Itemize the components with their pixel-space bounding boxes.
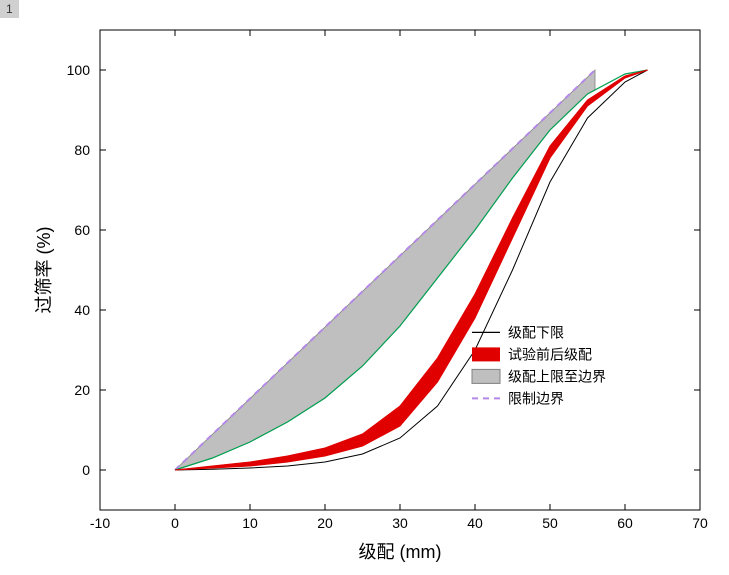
- x-tick-label: 20: [317, 515, 333, 531]
- corner-index-badge: 1: [0, 0, 19, 18]
- x-tick-label: 10: [242, 515, 258, 531]
- legend-item-label: 限制边界: [508, 390, 564, 406]
- legend-item-label: 级配下限: [508, 324, 564, 340]
- chart-svg: -10 0 10 20 30 40 50 60 70 0 20 40 60 80 100 级配 (mm) 过筛率…: [20, 10, 720, 570]
- x-tick-label: 30: [392, 515, 408, 531]
- gradation-chart: -10 0 10 20 30 40 50 60 70 0 20 40 60 80 100 级配 (mm) 过筛率…: [20, 10, 720, 570]
- y-tick-label: 60: [74, 222, 90, 238]
- x-axis-label: 级配 (mm): [359, 542, 442, 562]
- y-tick-label: 20: [74, 382, 90, 398]
- corner-index-label: 1: [6, 2, 13, 16]
- y-tick-label: 80: [74, 142, 90, 158]
- x-tick-label: 60: [617, 515, 633, 531]
- legend-item-label: 级配上限至边界: [508, 368, 606, 384]
- y-tick-label: 100: [67, 62, 91, 78]
- x-tick-label: -10: [90, 515, 110, 531]
- x-tick-label: 50: [542, 515, 558, 531]
- y-tick-label: 0: [82, 462, 90, 478]
- x-tick-label: 40: [467, 515, 483, 531]
- y-axis-label: 过筛率 (%): [34, 227, 54, 314]
- y-tick-label: 40: [74, 302, 90, 318]
- x-tick-label: 70: [692, 515, 708, 531]
- legend-item-label: 试验前后级配: [508, 346, 592, 362]
- x-tick-label: 0: [171, 515, 179, 531]
